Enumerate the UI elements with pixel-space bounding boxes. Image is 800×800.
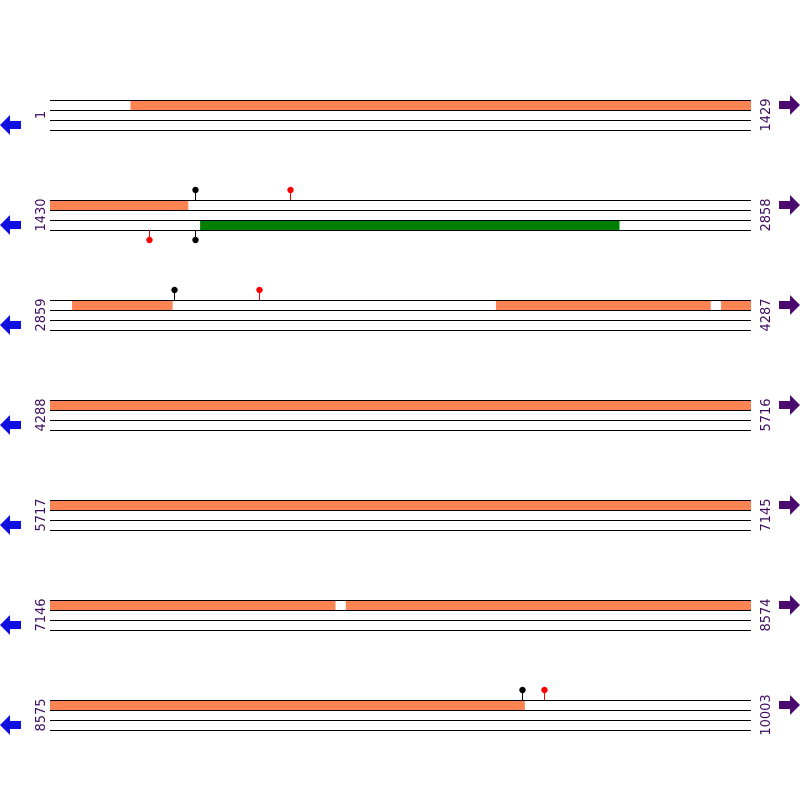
arrow-left-icon[interactable]	[0, 715, 21, 735]
row-start-label: 1430	[34, 198, 49, 231]
arrow-left-icon[interactable]	[0, 215, 21, 235]
arrow-left-icon[interactable]	[0, 615, 21, 635]
row-start-label: 2859	[34, 298, 49, 331]
row-end-label: 2858	[759, 198, 774, 231]
arrow-right-icon[interactable]	[779, 195, 800, 215]
black-marker	[192, 186, 199, 194]
arrow-left-icon[interactable]	[0, 115, 21, 135]
black-marker	[171, 286, 178, 294]
row-start-label: 4288	[34, 398, 49, 431]
row-start-label: 7146	[34, 598, 49, 631]
arrow-left-icon[interactable]	[0, 315, 21, 335]
red-marker	[146, 236, 153, 244]
row-end-label: 5716	[759, 398, 774, 431]
black-marker	[519, 686, 526, 694]
arrow-left-icon[interactable]	[0, 515, 21, 535]
arrow-right-icon[interactable]	[779, 295, 800, 315]
black-marker	[192, 236, 199, 244]
arrow-left-icon[interactable]	[0, 415, 21, 435]
feature-bar	[50, 200, 189, 210]
red-marker	[256, 286, 263, 294]
feature-bar	[50, 700, 525, 710]
feature-bar	[50, 500, 751, 510]
red-marker	[541, 686, 548, 694]
feature-bar	[495, 300, 711, 310]
arrow-right-icon[interactable]	[779, 395, 800, 415]
row-start-label: 8575	[34, 698, 49, 731]
feature-bar	[72, 300, 173, 310]
row-end-label: 7145	[759, 498, 774, 531]
row-end-label: 10003	[759, 694, 774, 735]
arrow-right-icon[interactable]	[779, 595, 800, 615]
row-start-label: 1	[34, 111, 49, 119]
feature-bar	[721, 300, 751, 310]
arrow-right-icon[interactable]	[779, 695, 800, 715]
feature-bar	[130, 100, 751, 110]
row-end-label: 4287	[759, 298, 774, 331]
feature-bar	[50, 600, 336, 610]
arrow-right-icon[interactable]	[779, 95, 800, 115]
feature-bar	[50, 400, 751, 410]
row-end-label: 1429	[759, 98, 774, 131]
feature-bar	[200, 220, 620, 230]
row-end-label: 8574	[759, 598, 774, 631]
arrow-right-icon[interactable]	[779, 495, 800, 515]
red-marker	[287, 186, 294, 194]
row-start-label: 5717	[34, 498, 49, 531]
feature-bar	[345, 600, 751, 610]
